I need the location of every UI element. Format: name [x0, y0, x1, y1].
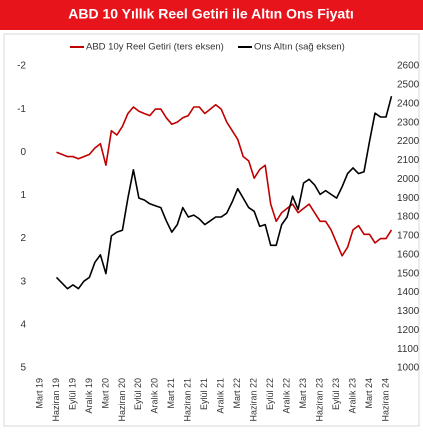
y2-tick-label: 2100 [397, 155, 420, 166]
legend-label: Ons Altın (sağ eksen) [254, 42, 345, 53]
y2-tick-label: 2400 [397, 98, 420, 109]
x-tick-label: Aralık 22 [282, 378, 292, 414]
x-tick-label: Haziran 19 [51, 378, 61, 422]
x-tick-label: Aralık 19 [84, 378, 94, 414]
x-tick-label: Eylül 19 [67, 378, 77, 410]
y2-tick-label: 1800 [397, 212, 420, 223]
x-tick-label: Aralık 23 [347, 378, 357, 414]
y2-tick-label: 1200 [397, 325, 420, 336]
y2-tick-label: 2200 [397, 136, 420, 147]
y2-tick-label: 2000 [397, 174, 420, 185]
y2-tick-label: 1500 [397, 268, 420, 279]
x-tick-label: Mart 20 [100, 378, 110, 409]
x-tick-label: Mart 19 [34, 378, 44, 409]
x-tick-label: Haziran 20 [117, 378, 127, 422]
y2-tick-label: 1600 [397, 249, 420, 260]
y2-tick-label: 1900 [397, 193, 420, 204]
y-tick-label: -2 [17, 61, 26, 72]
x-tick-label: Haziran 24 [380, 378, 390, 422]
frame [3, 33, 420, 427]
y2-tick-label: 1700 [397, 231, 420, 242]
x-tick-label: Eylül 21 [199, 378, 209, 410]
y2-tick-label: 1400 [397, 287, 420, 298]
chart-title: ABD 10 Yıllık Reel Getiri ile Altın Ons … [68, 6, 354, 22]
y-tick-label: 2 [20, 233, 26, 244]
x-tick-label: Haziran 22 [249, 378, 259, 422]
y2-tick-label: 1100 [397, 344, 419, 355]
series-line [55, 95, 393, 290]
y-tick-label: 1 [20, 190, 26, 201]
x-tick-label: Mart 21 [166, 378, 176, 409]
y2-tick-label: 2300 [397, 117, 420, 128]
y-tick-label: 3 [20, 276, 26, 287]
y-tick-label: 0 [20, 147, 26, 158]
x-tick-label: Mart 24 [364, 378, 374, 409]
title-banner [0, 0, 423, 30]
y2-tick-label: 2500 [397, 80, 420, 91]
x-tick-label: Eylül 20 [133, 378, 143, 410]
y2-tick-label: 1000 [397, 363, 420, 374]
x-tick-label: Mart 23 [298, 378, 308, 409]
x-tick-label: Haziran 23 [314, 378, 324, 422]
y2-tick-label: 2600 [397, 61, 420, 72]
x-tick-label: Haziran 21 [183, 378, 193, 422]
x-tick-label: Eylül 22 [265, 378, 275, 410]
legend-label: ABD 10y Reel Getiri (ters eksen) [86, 42, 224, 53]
x-tick-label: Mart 22 [232, 378, 242, 409]
y-tick-label: -1 [17, 104, 26, 115]
y-tick-label: 4 [20, 319, 26, 330]
y-tick-label: 5 [20, 363, 26, 374]
x-tick-label: Aralık 21 [216, 378, 226, 414]
x-tick-label: Eylül 23 [331, 378, 341, 410]
y2-tick-label: 1300 [397, 306, 420, 317]
x-tick-label: Aralık 20 [150, 378, 160, 414]
series-line [56, 104, 393, 257]
